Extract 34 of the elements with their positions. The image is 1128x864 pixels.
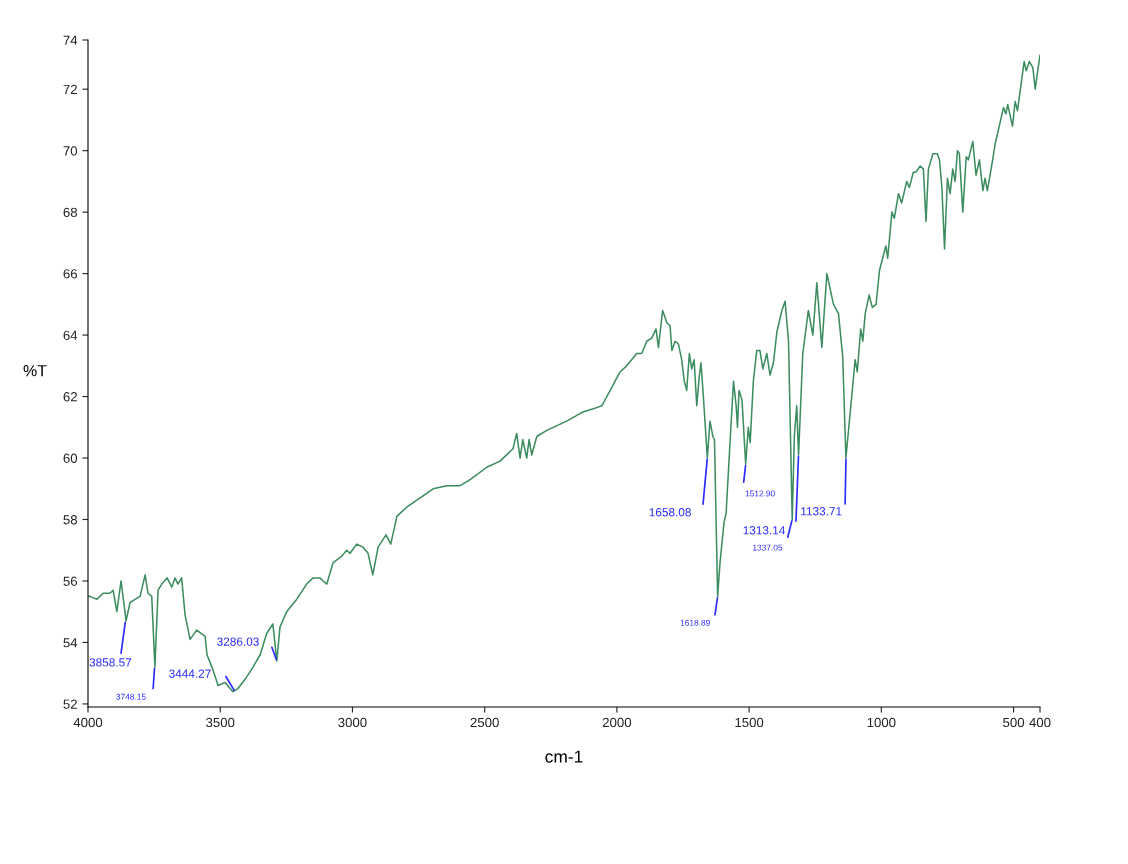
- x-tick-label: 1500: [735, 717, 764, 728]
- y-tick-label: 58: [63, 515, 78, 525]
- annotation: 1313.14: [743, 526, 786, 535]
- y-tick-label: 60: [63, 453, 78, 463]
- y-tick-label: 64: [63, 330, 78, 340]
- x-tick-label: 3500: [206, 717, 235, 728]
- annotation: 1512.90: [745, 490, 775, 497]
- y-tick-label: 56: [63, 576, 77, 586]
- x-tick-label: 500: [1003, 717, 1025, 728]
- x-tick-label: 2000: [602, 717, 632, 728]
- annotation: 1337.05: [753, 544, 783, 551]
- x-tick-label: 400: [1029, 717, 1051, 728]
- y-tick-label: 68: [63, 207, 78, 218]
- y-tick-label: 62: [63, 392, 77, 402]
- annotation: 3286.03: [217, 637, 259, 646]
- y-tick-label: 66: [63, 269, 77, 279]
- y-tick-label: 52: [63, 699, 77, 709]
- x-tick-label: 1000: [867, 717, 896, 728]
- annotation: 3748.15: [116, 693, 146, 700]
- x-tick-label: 2500: [470, 717, 499, 728]
- y-tick-label: 72: [63, 84, 77, 94]
- annotation: 3444.27: [169, 669, 211, 678]
- y-tick-label: 74: [63, 35, 78, 45]
- y-tick-label: 70: [63, 146, 78, 156]
- line-series: [88, 54, 1040, 693]
- x-axis-title: cm-1: [545, 750, 583, 763]
- annotation: 1658.08: [649, 508, 691, 517]
- annotation: 1618.89: [680, 619, 710, 626]
- annotation: 1133.71: [801, 507, 842, 516]
- y-tick-label: 54: [63, 638, 78, 648]
- x-tick-label: 4000: [73, 717, 103, 728]
- annotation: 3858.57: [89, 658, 132, 667]
- x-tick-label: 3000: [338, 717, 367, 728]
- y-axis-title: %T: [23, 365, 47, 377]
